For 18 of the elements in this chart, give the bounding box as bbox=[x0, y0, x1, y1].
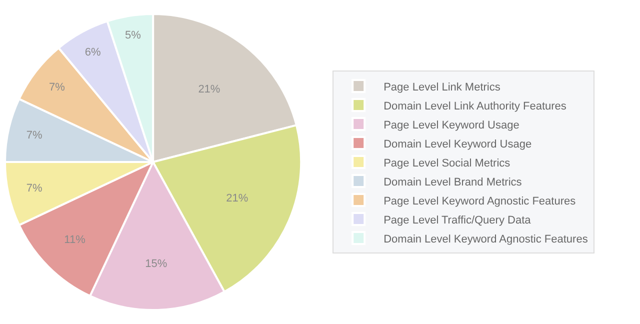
legend-label: Page Level Keyword Usage bbox=[384, 119, 520, 132]
legend-label: Page Level Traffic/Query Data bbox=[384, 214, 532, 226]
data-label: 21% bbox=[198, 83, 220, 96]
legend-label: Domain Level Keyword Usage bbox=[384, 138, 532, 150]
data-label: 11% bbox=[64, 234, 86, 246]
data-label: 7% bbox=[26, 129, 42, 142]
data-label: 21% bbox=[226, 192, 248, 204]
legend-label: Domain Level Brand Metrics bbox=[384, 176, 522, 188]
data-label: 7% bbox=[26, 182, 42, 195]
data-label: 6% bbox=[84, 46, 102, 59]
data-label: 7% bbox=[48, 82, 66, 94]
legend-label: Page Level Link Metrics bbox=[384, 81, 501, 94]
data-label: 15% bbox=[145, 258, 168, 270]
legend-label: Page Level Keyword Agnostic Features bbox=[384, 195, 576, 208]
legend-label: Page Level Social Metrics bbox=[384, 157, 511, 170]
data-label: 5% bbox=[124, 30, 142, 42]
legend-label: Domain Level Link Authority Features bbox=[384, 100, 567, 112]
legend-label: Domain Level Keyword Agnostic Features bbox=[384, 233, 588, 246]
